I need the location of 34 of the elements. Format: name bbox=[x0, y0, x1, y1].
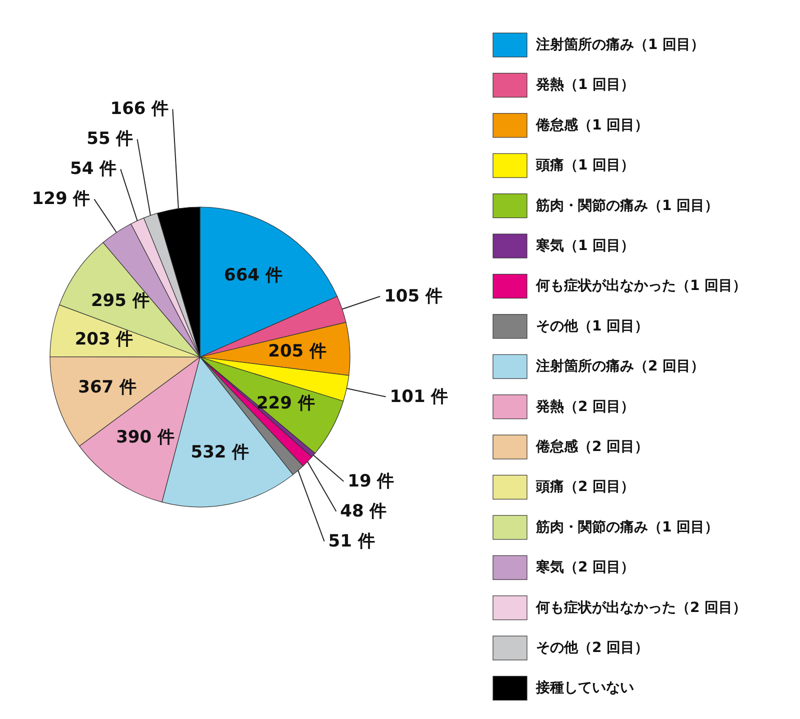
data-label: 48 件 bbox=[340, 501, 387, 522]
legend-label: 発熱（2 回目） bbox=[535, 398, 635, 415]
data-label: 101 件 bbox=[390, 386, 448, 407]
data-label: 664 件 bbox=[224, 265, 282, 286]
legend-label: 筋肉・関節の痛み（1 回目） bbox=[535, 518, 719, 536]
data-label: 105 件 bbox=[384, 286, 442, 306]
legend-label: 頭痛（2 回目） bbox=[535, 478, 635, 496]
data-label: 51 件 bbox=[328, 531, 375, 552]
data-label: 55 件 bbox=[86, 129, 134, 150]
data-label: 532 件 bbox=[190, 442, 250, 462]
data-label: 129 件 bbox=[32, 189, 90, 210]
legend-label: 寒気（1 回目） bbox=[535, 237, 635, 254]
legend-label: 注射箇所の痛み（2 回目） bbox=[535, 358, 705, 375]
legend-label: その他（1 回目） bbox=[536, 318, 649, 334]
data-label: 295 件 bbox=[90, 291, 150, 312]
data-label: 19 件 bbox=[348, 471, 394, 492]
legend-label: 倦怠感（2 回目） bbox=[535, 438, 649, 455]
legend-label: 発熱（1 回目） bbox=[535, 77, 635, 94]
legend-label: 筋肉・関節の痛み（1 回目） bbox=[535, 196, 719, 214]
legend-label: 何も症状が出なかった（1 回目） bbox=[535, 277, 747, 294]
legend-label: 頭痛（1 回目） bbox=[535, 156, 635, 174]
data-label: 229 件 bbox=[256, 394, 315, 414]
data-label: 367 件 bbox=[78, 377, 137, 398]
legend-label: 寒気（2 回目） bbox=[535, 558, 635, 576]
data-label: 205 件 bbox=[268, 342, 327, 362]
legend-label: 何も症状が出なかった（2 回目） bbox=[535, 598, 747, 616]
legend-label: その他（2 回目） bbox=[536, 640, 649, 656]
data-label: 203 件 bbox=[74, 330, 134, 350]
legend-label: 注射箇所の痛み（1 回目） bbox=[535, 36, 705, 53]
data-label: 390 件 bbox=[116, 428, 175, 448]
data-label: 54 件 bbox=[70, 159, 117, 180]
legend-label: 倦怠感（1 回目） bbox=[535, 116, 649, 134]
legend-label: 接種していない bbox=[535, 679, 634, 696]
data-label: 166 件 bbox=[110, 99, 169, 120]
